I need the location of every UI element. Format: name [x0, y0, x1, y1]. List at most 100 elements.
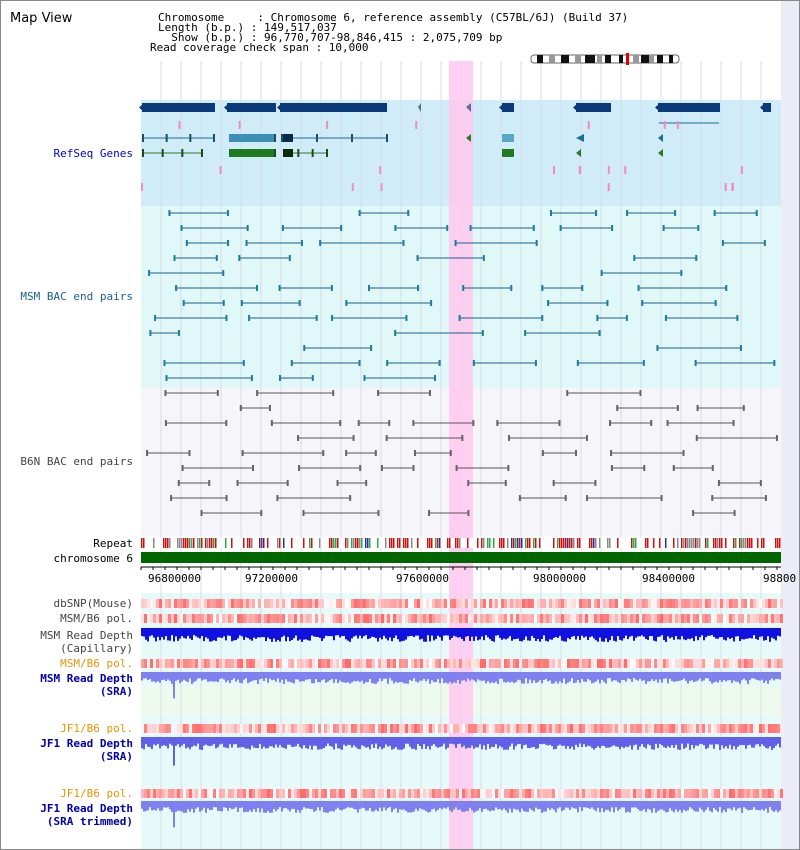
bac-end-mark — [374, 450, 377, 456]
bac-end-mark — [641, 300, 644, 306]
depth-bar — [189, 628, 191, 639]
depth-bar — [699, 672, 701, 679]
chromosome-ideogram[interactable] — [530, 53, 680, 65]
depth-bar — [759, 628, 761, 637]
polymorphism-cell — [717, 599, 720, 608]
depth-bar — [203, 672, 205, 680]
polymorphism-cell — [681, 599, 684, 608]
depth-bar — [429, 737, 431, 750]
bac-end-mark — [598, 330, 601, 336]
b6n-bac-pairs[interactable] — [146, 390, 778, 516]
bac-end-mark — [609, 420, 612, 426]
polymorphism-cell — [444, 659, 447, 668]
msm-bac-pairs[interactable] — [148, 210, 776, 381]
polymorphism-cell — [504, 659, 507, 668]
depth-bar — [199, 801, 201, 812]
polymorphism-cell — [726, 659, 729, 668]
repeat-element — [559, 538, 561, 548]
bac-end-mark — [755, 210, 758, 216]
polymorphism-cell — [534, 659, 537, 668]
polymorphism-cell — [609, 599, 612, 608]
depth-bar — [541, 737, 543, 745]
depth-bar — [233, 737, 235, 745]
polymorphism-cell — [366, 659, 369, 668]
depth-bar — [607, 801, 609, 810]
depth-bar — [551, 628, 553, 640]
bac-end-mark — [146, 450, 149, 456]
bac-end-mark — [256, 390, 259, 396]
polymorphism-cell — [525, 789, 528, 798]
depth-bar — [207, 737, 209, 746]
depth-bar — [731, 737, 733, 750]
depth-bar — [379, 737, 381, 747]
polymorphism-cell — [759, 659, 762, 668]
depth-bar — [539, 672, 541, 681]
depth-bar — [399, 628, 401, 642]
depth-bar — [239, 801, 241, 808]
depth-bar — [621, 672, 623, 680]
depth-bar — [629, 801, 631, 813]
depth-bar — [767, 628, 769, 637]
polymorphism-cell — [315, 659, 318, 668]
depth-bar — [573, 628, 575, 637]
ideogram-band — [585, 55, 595, 63]
polymorphism-cell — [372, 724, 375, 733]
depth-bar — [721, 672, 723, 682]
polymorphism-cell — [390, 614, 393, 623]
repeat-element — [405, 538, 407, 548]
depth-bar — [623, 672, 625, 681]
bac-end-mark — [402, 240, 405, 246]
depth-bar — [753, 737, 755, 748]
bac-end-mark — [717, 480, 720, 486]
polymorphism-cell — [393, 614, 396, 623]
depth-bar — [751, 672, 753, 679]
depth-bar — [535, 672, 537, 683]
polymorphism-cell — [270, 724, 273, 733]
depth-bar — [279, 737, 281, 745]
polymorphism-cell — [345, 659, 348, 668]
polymorphism-cell — [774, 614, 777, 623]
msm-bac-label[interactable]: MSM BAC end pairs — [20, 290, 133, 303]
polymorphism-cell — [300, 659, 303, 668]
polymorphism-cell — [612, 724, 615, 733]
polymorphism-cell — [540, 789, 543, 798]
depth-bar — [595, 628, 597, 641]
polymorphism-cell — [471, 614, 474, 623]
depth-bar — [427, 801, 429, 813]
bac-end-mark — [417, 285, 420, 291]
polymorphism-cell — [216, 724, 219, 733]
depth-bar — [299, 628, 301, 640]
polymorphism-cell — [270, 614, 273, 623]
bac-end-mark — [594, 480, 597, 486]
small-feature — [351, 183, 354, 191]
polymorphism-cell — [315, 614, 318, 623]
depth-bar — [493, 737, 495, 748]
depth-bar — [333, 737, 335, 750]
depth-bar — [547, 737, 549, 746]
depth-bar — [347, 628, 349, 641]
polymorphism-cell — [243, 789, 246, 798]
depth-bar — [497, 672, 499, 684]
polymorphism-cell — [183, 599, 186, 608]
bac-end-mark — [246, 225, 249, 231]
repeat-element — [607, 538, 609, 548]
depth-bar — [571, 801, 573, 808]
depth-bar — [679, 672, 681, 681]
refseq-gene-features[interactable] — [139, 103, 771, 191]
polymorphism-cell — [333, 659, 336, 668]
polymorphism-cell — [180, 614, 183, 623]
polymorphism-cell — [678, 659, 681, 668]
selected-region-highlight[interactable] — [449, 61, 473, 849]
polymorphism-cell — [540, 599, 543, 608]
depth-bar — [465, 672, 467, 682]
repeat-element — [207, 538, 209, 548]
b6n-bac-label[interactable]: B6N BAC end pairs — [20, 455, 133, 468]
repeat-element — [351, 538, 353, 548]
depth-bar — [273, 628, 275, 639]
gene-feature — [142, 103, 215, 112]
polymorphism-cell — [369, 614, 372, 623]
depth-bar — [307, 737, 309, 750]
depth-bar — [273, 737, 275, 748]
polymorphism-cell — [519, 659, 522, 668]
refseq-genes-label[interactable]: RefSeq Genes — [53, 147, 133, 160]
